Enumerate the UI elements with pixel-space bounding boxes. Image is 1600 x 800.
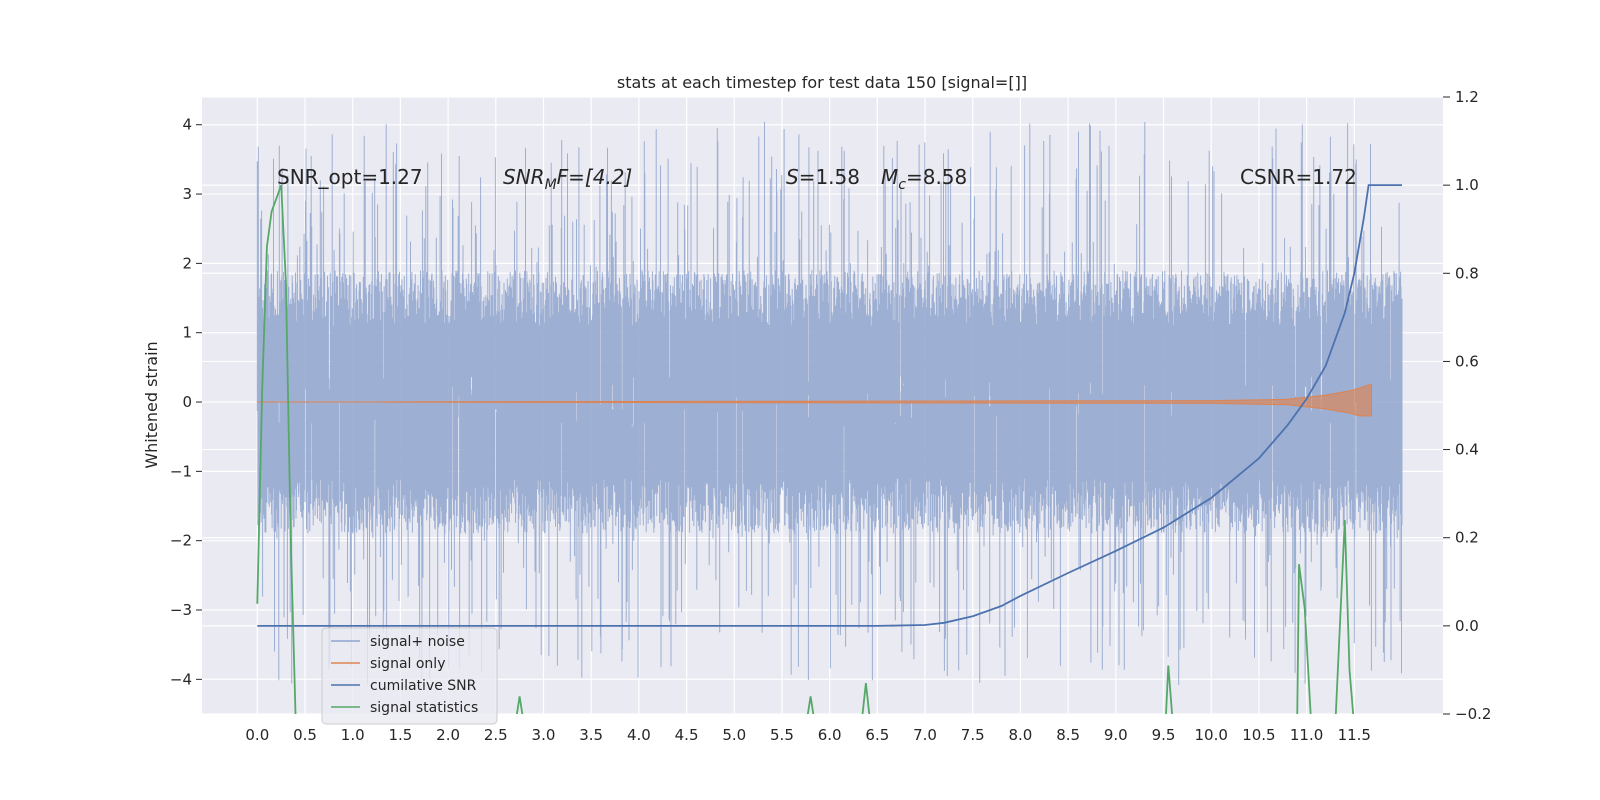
x-tick-label: 6.0 [818,726,842,744]
x-tick-label: 10.0 [1195,726,1228,744]
x-tick-label: 10.5 [1242,726,1275,744]
x-tick-label: 3.0 [532,726,556,744]
y-tick-label: −2 [170,532,192,550]
annotation-csnr: CSNR=1.72 [1240,165,1357,189]
x-tick-label: 5.5 [770,726,794,744]
y2-tick-label: 1.0 [1455,176,1479,194]
y2-tick-label: 0.6 [1455,352,1479,370]
x-tick-label: 1.5 [388,726,412,744]
x-tick-label: 0.5 [293,726,317,744]
chart-title: stats at each timestep for test data 150… [617,73,1027,92]
annotation-s: S=1.58 [786,165,860,189]
x-tick-label: 4.5 [675,726,699,744]
y2-tick-label: 1.2 [1455,88,1479,106]
x-tick-label: 7.5 [961,726,985,744]
x-tick-label: 9.5 [1152,726,1176,744]
annotation-snr-mf: SNRMF=[4.2] [503,165,632,193]
axes: 0.0 0.5 1.0 1.5 2.0 2.5 3.0 3.5 4.0 4.5 5.0 5.5 6.0 6… [170,88,1492,744]
y-tick-label: 0 [182,393,192,411]
legend-label-signal-noise: signal+ noise [370,634,465,650]
y-tick-label: −1 [170,462,192,480]
series-signal-noise [256,121,1403,685]
x-tick-label: 0.0 [245,726,269,744]
x-tick-label: 6.5 [865,726,889,744]
legend-label-signal-statistics: signal statistics [370,700,478,716]
x-tick-label: 2.5 [484,726,508,744]
y-tick-label: 1 [182,324,192,342]
legend-box [321,627,498,725]
x-tick-label: 1.0 [341,726,365,744]
x-tick-label: 11.0 [1290,726,1323,744]
legend: signal+ noise signal only cumilative SNR… [321,627,498,725]
x-tick-label: 7.0 [913,726,937,744]
y-axis-label: Whitened strain [142,341,161,468]
y-tick-label: −3 [170,601,192,619]
y-tick-label: −4 [170,670,192,688]
legend-label-cumulative-snr: cumilative SNR [370,678,477,694]
x-tick-label: 3.5 [579,726,603,744]
y-tick-label: 4 [182,116,192,134]
annotation-mc: Mc=8.58 [881,165,967,193]
series-cumulative-snr [257,184,1402,627]
plot-series [256,121,1403,714]
y2-tick-label: 0.2 [1455,529,1479,547]
x-tick-label: 8.5 [1056,726,1080,744]
x-tick-label: 5.0 [722,726,746,744]
y2-tick-label: −0.2 [1455,705,1491,723]
x-tick-label: 11.5 [1338,726,1371,744]
y2-tick-label: 0.4 [1455,441,1479,459]
y2-tick-label: 0.0 [1455,617,1479,635]
x-tick-label: 8.0 [1009,726,1033,744]
legend-label-signal-only: signal only [370,656,445,672]
series-signal-statistics [256,184,1355,714]
x-tick-label: 4.0 [627,726,651,744]
x-tick-label: 9.0 [1104,726,1128,744]
y2-tick-label: 0.8 [1455,264,1479,282]
annotations: SNR_opt=1.27 SNRMF=[4.2] S=1.58 Mc=8.58 … [277,165,1357,193]
y-tick-label: 2 [182,254,192,272]
y-tick-label: 3 [182,185,192,203]
annotation-snr-opt: SNR_opt=1.27 [277,165,423,189]
x-tick-label: 2.0 [436,726,460,744]
